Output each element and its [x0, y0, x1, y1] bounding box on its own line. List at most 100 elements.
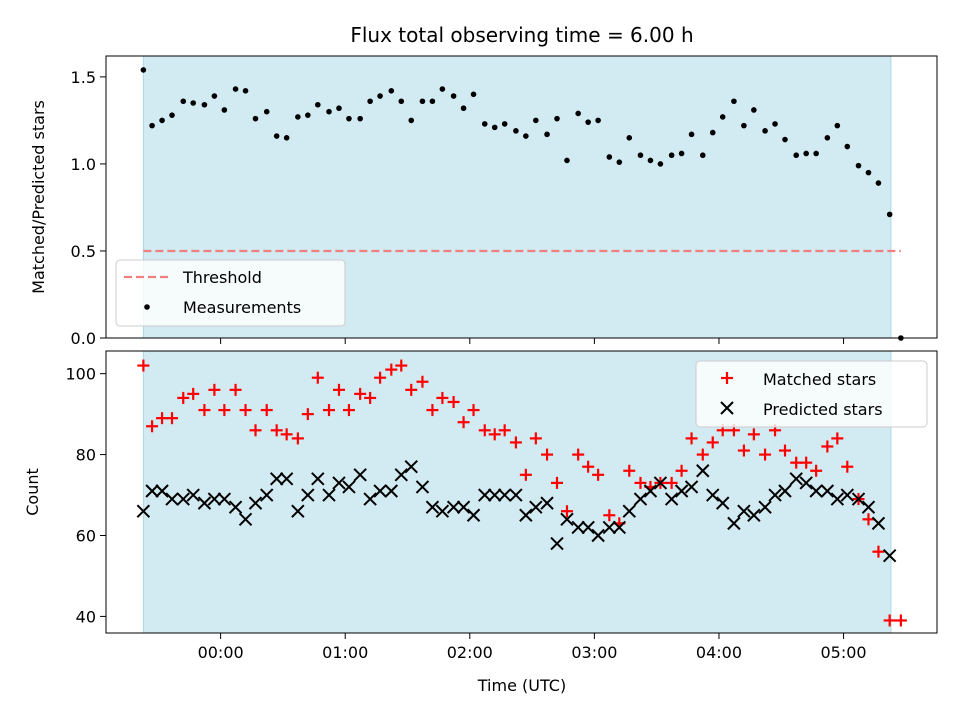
chart-title: Flux total observing time = 6.00 h [350, 23, 693, 47]
predicted-star-point [737, 504, 751, 518]
matched-star-point [800, 456, 813, 469]
matched-star-point [759, 448, 772, 461]
matched-star-point [447, 395, 460, 408]
measurement-point [232, 86, 239, 92]
predicted-star-point [727, 516, 741, 531]
matched-star-point [354, 387, 367, 400]
predicted-star-point [674, 484, 689, 498]
measurement-point [450, 93, 457, 99]
matched-star-point [291, 432, 304, 445]
measurement-point [762, 128, 768, 134]
predicted-star-point [425, 500, 440, 514]
matched-star-point [488, 428, 501, 441]
measurement-point [719, 114, 726, 120]
measurement-point [585, 119, 591, 125]
matched-star-point [821, 440, 834, 453]
legend-threshold-label: Threshold [182, 268, 262, 287]
predicted-star-point [456, 500, 471, 514]
predicted-star-point [363, 492, 377, 506]
measurement-point [283, 135, 290, 141]
predicted-star-point [820, 484, 835, 498]
matched-star-point [332, 383, 345, 396]
measurement-point [190, 100, 197, 106]
matched-star-point [385, 363, 398, 376]
measurement-point [844, 143, 851, 150]
predicted-star-point [145, 484, 159, 498]
measurement-point [263, 108, 270, 115]
measurement-point [606, 154, 613, 160]
measurement-point [699, 152, 706, 159]
predicted-star-point [509, 488, 523, 502]
matched-star-point [280, 428, 293, 441]
predicted-star-point [861, 500, 876, 514]
measurement-point [741, 122, 747, 129]
predicted-star-point [279, 472, 294, 486]
matched-star-point [862, 513, 875, 526]
matched-star-point [405, 383, 418, 396]
bottom-x-ticks: 00:00 01:00 02:00 03:00 04:00 05:00 [198, 633, 867, 662]
matched-star-point [229, 383, 242, 396]
predicted-star-point [342, 480, 356, 494]
measurement-point [314, 101, 321, 108]
measurement-point [346, 115, 352, 122]
predicted-star-point [446, 500, 461, 514]
predicted-star-point [529, 500, 543, 514]
matched-star-point [509, 436, 522, 449]
bottom-legend: Matched stars Predicted stars [695, 360, 928, 428]
predicted-star-point [633, 492, 648, 506]
measurement-point [824, 135, 831, 141]
matched-star-point [137, 359, 150, 372]
matched-star-point [675, 464, 688, 477]
x-tick-label: 01:00 [322, 643, 368, 662]
legend-measurement-label: Measurements [183, 298, 301, 317]
predicted-star-point [497, 488, 512, 502]
predicted-star-point [228, 500, 243, 514]
measurement-point [595, 117, 601, 124]
measurement-points [140, 67, 904, 341]
y-tick-label: 0.5 [71, 242, 96, 261]
matched-star-point [301, 408, 314, 421]
predicted-star-point [560, 512, 574, 527]
matched-star-point [696, 448, 709, 461]
predicted-star-point [550, 536, 564, 551]
predicted-star-point [591, 528, 605, 543]
measurement-point [513, 128, 519, 134]
measurement-point [657, 161, 664, 167]
predicted-star-point [404, 460, 418, 474]
matched-star-point [364, 391, 377, 404]
predicted-star-point [768, 488, 782, 502]
measurement-point [793, 152, 800, 159]
predicted-star-point [311, 472, 325, 486]
matched-star-point [478, 424, 491, 437]
y-tick-label: 1.5 [71, 68, 96, 87]
measurement-point [637, 152, 644, 159]
predicted-star-point [176, 492, 190, 506]
measurement-point [554, 115, 560, 122]
measurement-point [731, 98, 737, 105]
matched-star-point [582, 460, 595, 473]
matched-star-point [395, 359, 408, 372]
predicted-star-point [136, 504, 151, 518]
measurement-point [169, 112, 175, 118]
x-axis-label: Time (UTC) [477, 676, 566, 695]
measurement-point [865, 169, 872, 176]
measurement-point [803, 150, 809, 157]
measurement-point [470, 91, 477, 98]
predicted-star-point [747, 508, 761, 522]
predicted-star-point [809, 484, 823, 498]
predicted-star-point [186, 488, 200, 502]
matched-star-point [218, 404, 231, 417]
matched-star-point [177, 391, 190, 404]
predicted-star-point [519, 508, 533, 522]
bottom-y-axis-label: Count [23, 468, 42, 516]
predicted-star-point [653, 476, 668, 490]
y-tick-label: 0.0 [71, 329, 96, 348]
measurement-point [491, 124, 498, 131]
measurement-point [678, 150, 685, 157]
predicted-star-point [799, 476, 813, 490]
measurement-point [875, 180, 882, 186]
predicted-star-point [778, 484, 792, 498]
top-x-ticks [220, 338, 845, 344]
predicted-star-point [581, 520, 595, 535]
matched-star-point [519, 468, 532, 481]
